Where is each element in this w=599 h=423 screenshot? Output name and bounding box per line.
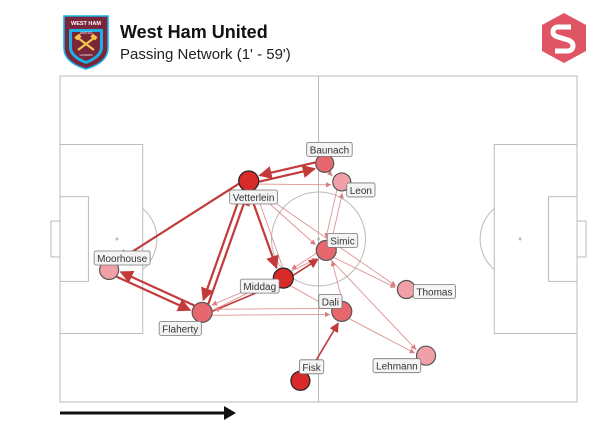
player-label-middag: Middag (239, 278, 280, 294)
attack-direction-arrow (60, 406, 236, 420)
player-label-text: Dali (322, 297, 339, 308)
player-label-text: Baunach (310, 145, 349, 156)
pass-leon-to-simic (324, 189, 338, 239)
player-label-text: Leon (350, 186, 372, 197)
player-node-vetterlein (238, 170, 260, 192)
player-label-box (299, 359, 325, 375)
player-labels: Vetterlein Baunach Leon Simic Moorhouse Midda… (93, 141, 456, 375)
pass-flaherty-to-vetterlein (207, 192, 250, 305)
pass-flaherty-to-moorhouse (119, 270, 195, 307)
west-ham-crest-icon: WEST HAM LONDON UNITED (63, 15, 109, 70)
pitch-lines (50, 75, 587, 403)
player-node-flaherty (191, 301, 213, 323)
player-label-lehmann: Lehmann (372, 358, 422, 374)
pass-baunach-to-leon (326, 170, 333, 177)
pass-simic-to-lehmann (330, 259, 417, 350)
player-label-box (158, 320, 202, 336)
player-label-dali: Dali (318, 293, 343, 309)
player-label-box (372, 358, 422, 374)
player-label-box (346, 182, 376, 198)
right-goal (576, 220, 587, 258)
player-label-text: Vetterlein (233, 193, 275, 204)
player-node-leon (332, 172, 352, 192)
player-label-text: Lehmann (376, 362, 418, 373)
player-label-moorhouse: Moorhouse (93, 250, 151, 266)
pass-simic-to-middag (291, 252, 317, 270)
crest-text-top: WEST HAM (71, 21, 101, 27)
left-six-yard-box (59, 196, 89, 282)
player-label-flaherty: Flaherty (158, 320, 202, 336)
player-label-text: Middag (243, 282, 276, 293)
player-label-leon: Leon (346, 182, 376, 198)
right-six-yard-box (548, 196, 578, 282)
player-label-box (229, 189, 278, 205)
player-label-box (93, 250, 151, 266)
player-label-box (318, 293, 343, 309)
league-logo-icon (542, 13, 586, 63)
player-label-fisk: Fisk (299, 359, 325, 375)
pass-vetterlein-to-flaherty (201, 189, 244, 302)
pass-vetterlein-to-moorhouse (116, 182, 240, 263)
chart-subtitle: Passing Network (1' - 59') (120, 46, 291, 63)
pass-vetterlein-to-leon (258, 182, 332, 188)
player-label-vetterlein: Vetterlein (229, 189, 278, 205)
team-title: West Ham United (120, 22, 268, 42)
left-penalty-area (59, 143, 144, 335)
player-label-thomas: Thomas (412, 284, 456, 299)
crest-text-mid: UNITED (80, 31, 93, 35)
player-node-lehmann (415, 345, 437, 366)
player-label-simic: Simic (326, 233, 359, 248)
left-goal (50, 220, 61, 258)
pass-dali-to-lehmann (349, 318, 415, 354)
player-label-box (306, 141, 353, 157)
pass-vetterlein-to-baunach (258, 165, 316, 183)
right-penalty-arc (479, 208, 495, 270)
player-label-text: Fisk (302, 363, 321, 374)
player-label-text: Simic (330, 236, 354, 247)
player-label-text: Flaherty (162, 324, 198, 335)
pass-simic-to-thomas (333, 257, 396, 288)
center-circle (271, 191, 366, 287)
player-label-box (326, 233, 359, 248)
center-spot (317, 237, 320, 241)
pass-middag-to-simic (292, 258, 319, 276)
player-node-thomas (396, 279, 416, 300)
player-label-text: Thomas (416, 288, 452, 299)
pass-baunach-to-vetterlein (258, 161, 316, 180)
player-label-baunach: Baunach (306, 141, 353, 157)
pass-dali-to-flaherty (213, 306, 332, 312)
pass-moorhouse-to-flaherty (116, 275, 192, 312)
pass-flaherty-to-dali (212, 311, 331, 318)
left-penalty-spot (115, 237, 119, 241)
crest-text-bottom: LONDON (80, 53, 93, 57)
right-penalty-area (493, 143, 578, 335)
player-label-text: Moorhouse (97, 254, 147, 265)
player-label-box (412, 284, 456, 299)
player-node-baunach (315, 153, 335, 173)
player-label-box (239, 278, 280, 294)
right-penalty-spot (518, 237, 522, 241)
